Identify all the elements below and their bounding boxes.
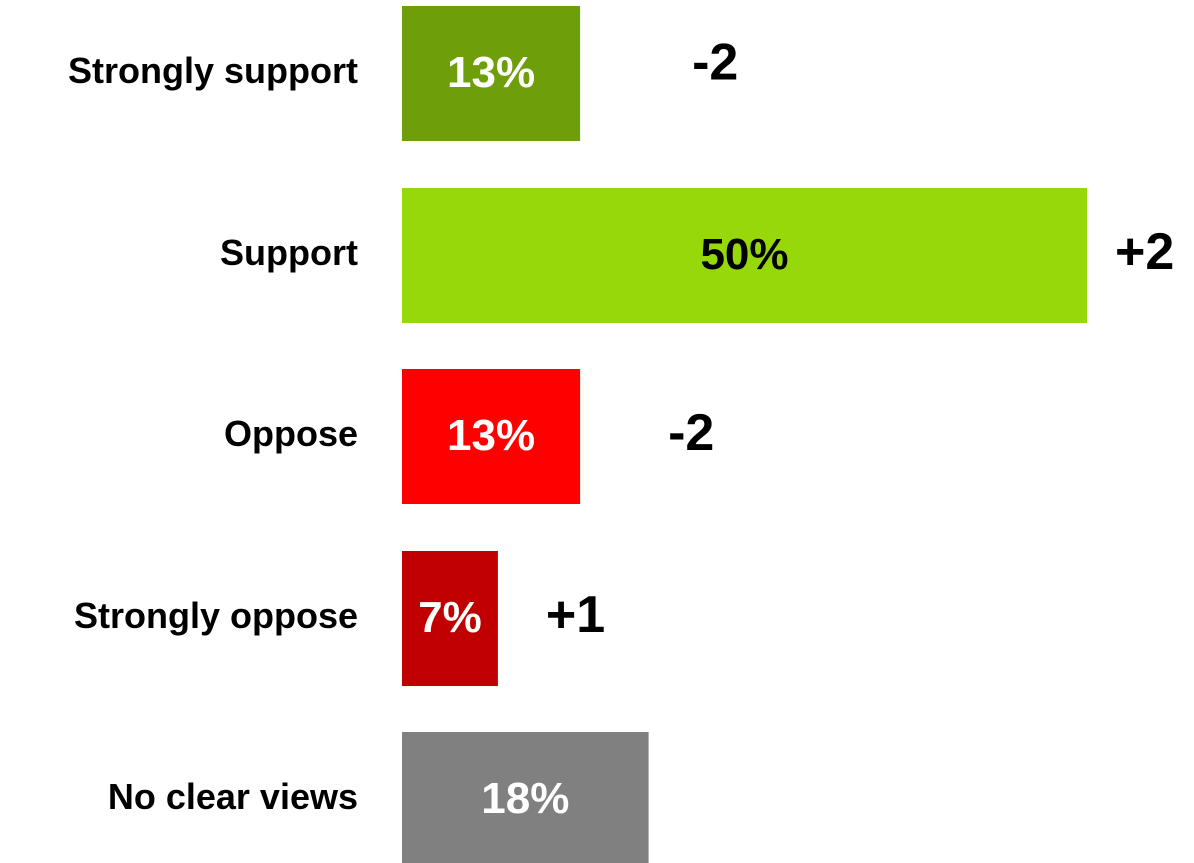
bar-value-label: 18% bbox=[481, 774, 569, 823]
change-label: +2 bbox=[1115, 223, 1174, 281]
category-label: Strongly oppose bbox=[74, 595, 358, 636]
category-label: Oppose bbox=[224, 413, 358, 454]
category-label: Support bbox=[220, 232, 358, 273]
change-label: -2 bbox=[668, 404, 714, 462]
bar-value-label: 13% bbox=[447, 48, 535, 97]
category-label: No clear views bbox=[108, 776, 358, 817]
category-label: Strongly support bbox=[68, 50, 358, 91]
bar bbox=[402, 6, 581, 141]
bar bbox=[402, 369, 581, 504]
bar bbox=[402, 188, 1087, 323]
change-label: +1 bbox=[546, 586, 605, 644]
bar-value-label: 50% bbox=[700, 230, 788, 279]
bar-value-label: 13% bbox=[447, 411, 535, 460]
bar bbox=[402, 732, 649, 863]
bar bbox=[402, 551, 498, 686]
bar-value-label: 7% bbox=[418, 593, 482, 642]
change-label: -2 bbox=[692, 34, 738, 92]
